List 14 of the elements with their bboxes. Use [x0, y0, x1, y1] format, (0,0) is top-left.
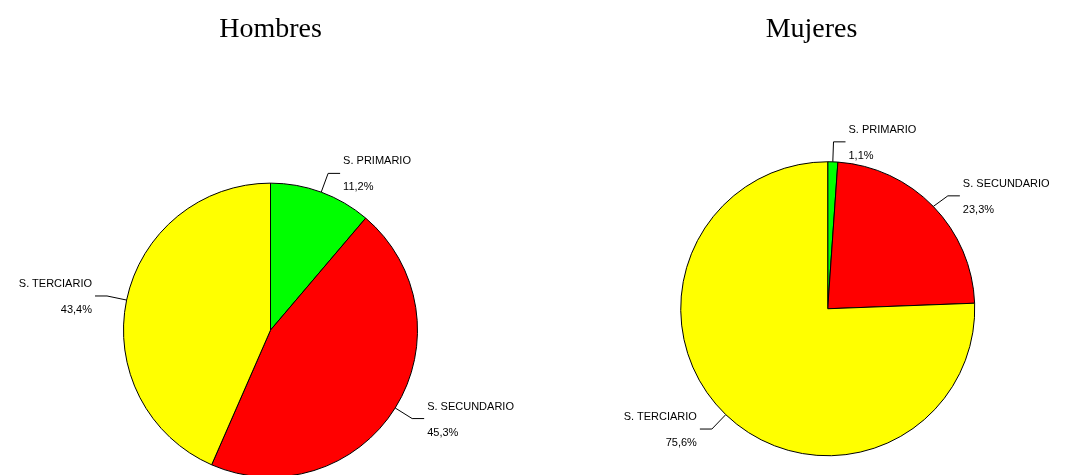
chart-title: Mujeres — [765, 11, 858, 43]
data-label: 75,6% — [665, 436, 698, 449]
data-label: 23,3% — [962, 202, 995, 215]
data-label: 45,3% — [427, 425, 459, 438]
slice-label: S. TERCIARIO — [18, 276, 93, 289]
data-label: 11,2% — [343, 180, 374, 193]
data-label: 43,4% — [60, 302, 93, 315]
slice-label: S. TERCIARIO — [623, 410, 698, 423]
slice-label: S. SECUNDARIO — [962, 176, 1051, 189]
data-label: 1,1% — [848, 148, 874, 161]
chart-title: Hombres — [219, 11, 322, 43]
slice-label: S. PRIMARIO — [848, 122, 917, 135]
slice-label: S. SECUNDARIO — [427, 399, 515, 412]
slice-label: S. PRIMARIO — [343, 154, 412, 167]
